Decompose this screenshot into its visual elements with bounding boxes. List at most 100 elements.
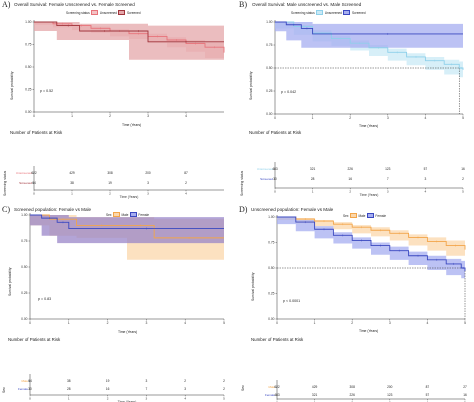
legend-swatch-icon: [366, 213, 374, 218]
y-tick-label: 0.75: [266, 43, 273, 47]
risk-x-tick-label: 2: [349, 190, 351, 194]
risk-value: 483: [274, 393, 280, 397]
risk-value: 30: [273, 177, 277, 181]
risk-row-label: Female: [18, 387, 28, 391]
y-tick-label: 0.25: [21, 291, 28, 295]
risk-value: 57: [424, 167, 428, 171]
panel-title: Overall Survival: Female Unscreened vs. …: [14, 2, 135, 7]
survival-curve-female: [277, 216, 466, 272]
panel-label: C): [2, 205, 10, 214]
risk-x-tick-label: 0: [276, 401, 278, 402]
x-tick-label: 3: [145, 321, 147, 325]
y-tick-label: 0.50: [25, 65, 32, 69]
risk-value: 28: [311, 177, 315, 181]
risk-value: 64: [32, 181, 36, 185]
risk-x-tick-label: 3: [146, 397, 148, 401]
x-tick-label: 3: [387, 116, 389, 120]
legend-entry: Unscreened: [324, 10, 342, 15]
survival-plot: 0.00 0.25 0.50 0.75 1.00 0 1 2 3 4 5 p < 0.0001: [268, 215, 466, 325]
survival-curve-male: [277, 216, 466, 250]
confidence-band-screened: [34, 22, 224, 60]
p-value: p = 0.042: [281, 90, 296, 94]
survival-plot: 0.00 0.25 0.50 0.75 1.00 0 1 2 3 4 5 p = 0.042: [266, 20, 464, 120]
risk-table: Unscreened 622 429 308 200 87 Screened 64 38 19 3 2…: [16, 166, 224, 199]
risk-value: 3: [425, 177, 427, 181]
risk-x-tick-label: 5: [223, 397, 225, 401]
risk-value: 123: [385, 167, 391, 171]
x-tick-label: 4: [185, 114, 187, 118]
panel-label: A): [2, 0, 11, 9]
legend-swatch-icon: [343, 10, 351, 15]
risk-row-label: Unscreened: [16, 171, 33, 175]
legend-entry: Unscreened: [99, 10, 117, 15]
risk-x-tick-label: 4: [425, 190, 427, 194]
legend-title: Screening status: [291, 10, 315, 15]
y-tick-label: 0.25: [25, 88, 32, 92]
risk-row-label: Screened: [19, 181, 32, 185]
risk-x-tick-label: 1: [312, 190, 314, 194]
y-tick-label: 0.00: [268, 317, 275, 321]
risk-value: 16: [463, 393, 467, 397]
confidence-band-female: [277, 217, 465, 279]
y-tick-label: 0.75: [25, 43, 32, 47]
risk-x-tick-label: 3: [389, 401, 391, 402]
risk-value: 2: [223, 379, 225, 383]
risk-row-label: Unscreened: [257, 167, 274, 171]
risk-value: 200: [145, 171, 151, 175]
risk-x-tick-label: 2: [109, 192, 111, 196]
risk-row-label: Female: [265, 393, 275, 397]
x-axis-label: Time (Years): [359, 124, 379, 128]
risk-value: 27: [463, 385, 467, 389]
survival-plot: 0.00 0.25 0.50 0.75 1.00 0 1 2 3 4 p = 0.52: [25, 20, 225, 118]
risk-value: 3: [147, 181, 149, 185]
y-tick-label: 0.00: [21, 317, 28, 321]
legend-swatch-icon: [91, 10, 99, 15]
legend-swatch-icon: [350, 213, 357, 218]
panel-title: Overall Survival: Male unscreened vs. Ma…: [252, 2, 362, 7]
risk-value: 429: [69, 171, 75, 175]
x-tick-label: 1: [312, 116, 314, 120]
risk-value: 28: [67, 387, 71, 391]
risk-value: 622: [31, 171, 37, 175]
legend-swatch-icon: [129, 212, 137, 217]
x-tick-label: 4: [426, 321, 428, 325]
legend-swatch-icon: [113, 212, 120, 217]
y-tick-label: 0.25: [268, 292, 275, 296]
legend: Sex Male Female: [106, 212, 149, 217]
panel-b: B) Overall Survival: Male unscreened vs.…: [237, 0, 474, 200]
x-tick-label: 2: [349, 116, 351, 120]
panel-label: D): [239, 205, 248, 214]
x-tick-label: 1: [71, 114, 73, 118]
risk-value: 57: [426, 393, 430, 397]
risk-value: 226: [348, 167, 354, 171]
legend-entry: Female: [138, 212, 150, 217]
y-tick-label: 0.50: [268, 266, 275, 270]
risk-value: 321: [312, 393, 318, 397]
x-tick-label: 3: [389, 321, 391, 325]
risk-x-axis-label: Time (Years): [360, 193, 379, 197]
x-tick-label: 0: [29, 321, 31, 325]
p-value: p < 0.0001: [283, 299, 300, 303]
risk-value: 308: [107, 171, 113, 175]
y-tick-label: 1.00: [25, 20, 32, 24]
risk-value: 123: [387, 393, 393, 397]
legend: Screening status Unscreened Screened: [66, 10, 141, 15]
x-tick-label: 0: [274, 116, 276, 120]
risk-value: 429: [312, 385, 318, 389]
risk-value: 3: [146, 379, 148, 383]
p-value: p = 0.52: [40, 89, 53, 93]
risk-value: 38: [70, 181, 74, 185]
legend-swatch-icon: [316, 10, 324, 15]
legend-entry: Female: [375, 213, 387, 218]
legend-title: Sex: [343, 213, 349, 218]
risk-row-label: Screened: [260, 177, 273, 181]
risk-x-tick-label: 3: [147, 192, 149, 196]
risk-x-tick-label: 4: [427, 401, 429, 402]
risk-value: 19: [108, 181, 112, 185]
risk-value: 64: [28, 379, 32, 383]
risk-value: 38: [67, 379, 71, 383]
risk-value: 2: [223, 387, 225, 391]
risk-value: 87: [426, 385, 430, 389]
risk-value: 308: [350, 385, 356, 389]
